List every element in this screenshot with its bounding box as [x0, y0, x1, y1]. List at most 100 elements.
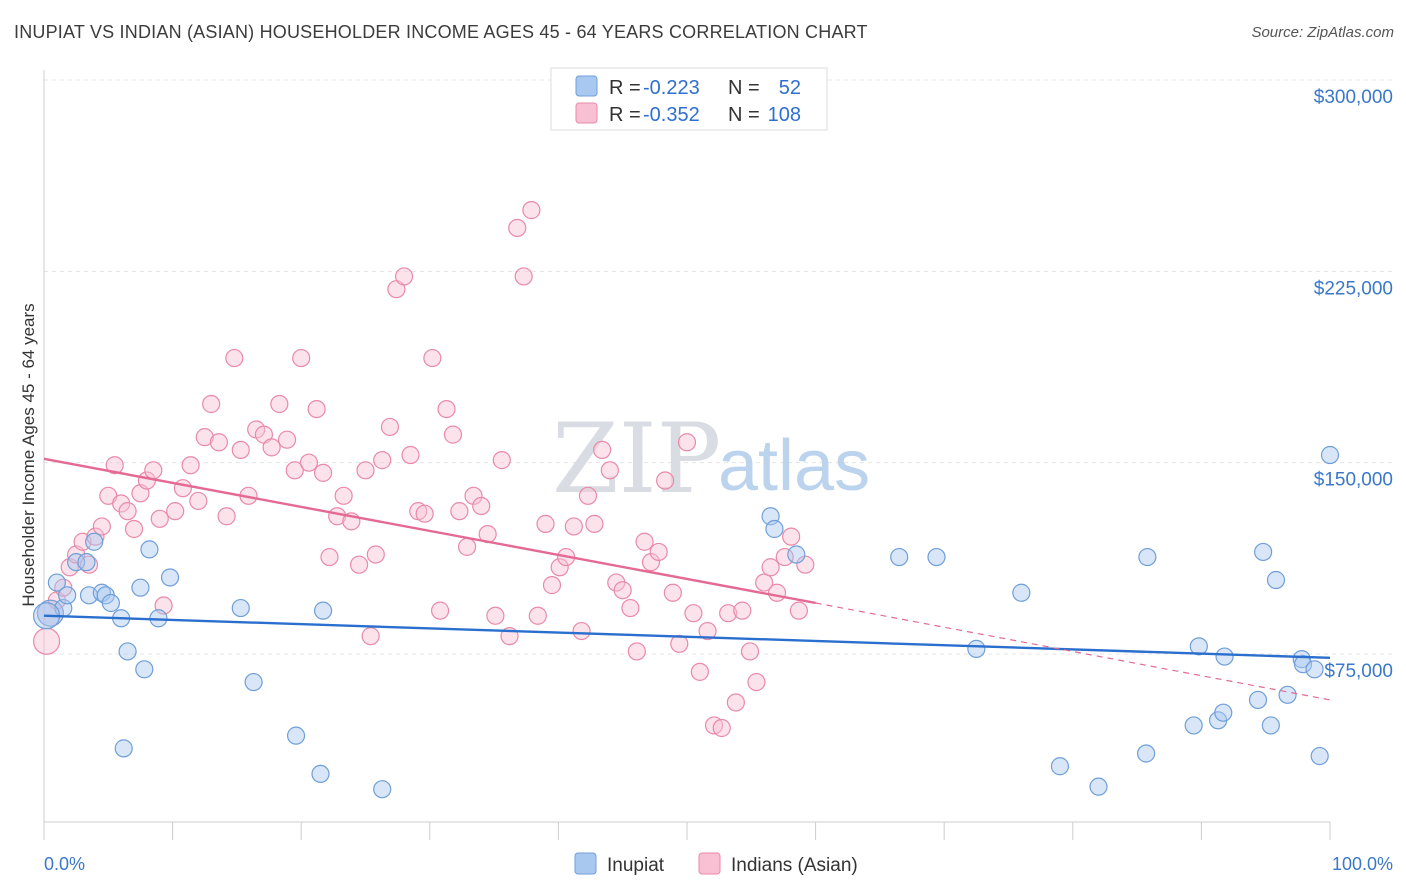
inupiat-point [36, 599, 65, 627]
indians-asian-point [144, 461, 163, 480]
indians-asian-point [550, 558, 569, 577]
indians-asian-point [677, 433, 697, 452]
legend-r-value-indians-asian: -0.352 [643, 104, 700, 126]
indians-asian-point [415, 504, 434, 523]
inupiat-point [890, 547, 909, 567]
indians-asian-point [307, 399, 326, 419]
inupiat-point [114, 739, 133, 758]
inupiat-point [131, 578, 150, 597]
indians-asian-point [690, 662, 709, 681]
indians-asian-point [124, 519, 144, 539]
inupiat-point [135, 660, 154, 679]
indians-asian-point [356, 461, 375, 480]
y-tick-label: $75,000 [1324, 661, 1393, 682]
indians-asian-point [361, 627, 380, 646]
inupiat-point [1320, 445, 1340, 465]
inupiat-point [1248, 690, 1268, 710]
bottom-legend-label-inupiat: Inupiat [607, 855, 665, 876]
indians-asian-point [334, 486, 353, 505]
indians-asian-point [225, 348, 244, 368]
indians-asian-point [92, 517, 111, 536]
bottom-legend-swatch-inupiat [574, 852, 597, 875]
indians-asian-point [373, 451, 392, 470]
inupiat-point [1310, 746, 1329, 766]
indians-asian-point [733, 601, 752, 620]
bottom-legend-label-indians-asian: Indians (Asian) [731, 855, 858, 876]
inupiat-point [1184, 716, 1203, 735]
y-axis-label: Householder Income Ages 45 - 64 years [19, 303, 38, 606]
inupiat-point [313, 601, 333, 620]
indians-asian-point [663, 583, 682, 602]
indians-asian-point [105, 456, 124, 475]
inupiat-point [1137, 744, 1156, 763]
legend-swatch-indians-asian [575, 102, 598, 124]
indians-asian-point [740, 642, 760, 661]
y-tick-label: $150,000 [1314, 470, 1393, 491]
indians-asian-point [313, 463, 333, 482]
indians-asian-point [564, 517, 583, 536]
indians-asian-point [349, 555, 369, 574]
indians-asian-point [32, 627, 61, 655]
inupiat-point [118, 642, 137, 661]
indians-asian-point [277, 430, 297, 449]
inupiat-point [1261, 716, 1280, 735]
indians-asian-point [684, 604, 703, 623]
inupiat-point [1278, 685, 1297, 704]
legend-n-value-inupiat: 52 [779, 77, 801, 99]
indians-asian-point [522, 201, 541, 220]
indians-asian-point [118, 502, 137, 521]
chart-title: INUPIAT VS INDIAN (ASIAN) HOUSEHOLDER IN… [14, 22, 868, 42]
indians-asian-point [450, 502, 469, 521]
indians-asian-point [231, 440, 250, 460]
indians-asian-point [514, 267, 533, 286]
inupiat-point [67, 553, 86, 572]
indians-asian-point [437, 399, 456, 419]
inupiat-point [101, 593, 120, 613]
inupiat-point [1305, 660, 1324, 679]
inupiat-point [1138, 547, 1157, 567]
indians-asian-point [747, 672, 766, 692]
indians-asian-point [712, 718, 731, 738]
indians-asian-point [443, 425, 463, 444]
indians-asian-point [380, 417, 400, 437]
inupiat-point [765, 519, 784, 539]
legend-swatch-inupiat [575, 75, 598, 97]
indians-asian-point [600, 461, 619, 480]
inupiat-point [1266, 570, 1286, 590]
indians-asian-point [181, 456, 200, 475]
indians-asian-point [585, 514, 604, 533]
indians-asian-point [649, 542, 668, 562]
legend-n-label-indians-asian: N = [728, 104, 760, 126]
legend-r-label-inupiat: R = [609, 77, 641, 99]
indians-asian-point [492, 451, 511, 470]
indians-asian-point [578, 486, 598, 505]
indians-asian-point [292, 348, 311, 368]
indians-asian-point [508, 218, 527, 238]
indians-asian-point [656, 471, 675, 490]
inupiat-point [85, 532, 104, 551]
indians-asian-trend-line [43, 457, 816, 605]
indians-asian-point [270, 394, 289, 414]
legend-bottom: Inupiat Indians (Asian) [574, 852, 858, 876]
indians-asian-point [166, 502, 185, 521]
indians-asian-point [613, 581, 632, 600]
inupiat-point [77, 553, 96, 572]
indians-asian-point [528, 606, 547, 625]
indians-asian-point [189, 491, 208, 511]
x-tick-label-max: 100.0% [1332, 854, 1393, 874]
indians-asian-point [299, 453, 319, 472]
indians-asian-point [401, 445, 420, 465]
indians-asian-point [796, 555, 815, 574]
indians-asian-point [641, 553, 661, 572]
indians-asian-point [670, 634, 689, 653]
inupiat-point [787, 545, 806, 564]
indians-asian-point [464, 486, 483, 505]
indians-asian-point [593, 440, 612, 460]
inupiat-point [311, 764, 330, 784]
inupiat-point [244, 672, 263, 692]
chart-source: Source: ZipAtlas.com [1251, 24, 1394, 41]
inupiat-point [140, 540, 159, 559]
y-tick-label: $300,000 [1314, 87, 1393, 108]
inupiat-point [47, 573, 66, 592]
